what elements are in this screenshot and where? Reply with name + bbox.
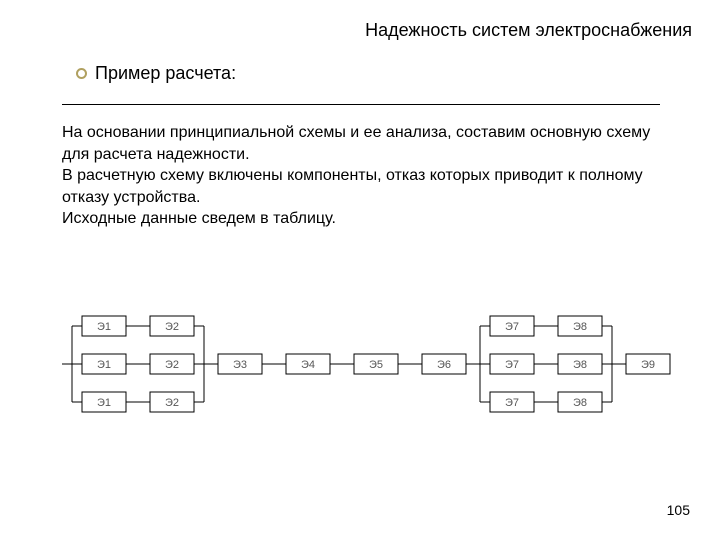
block-label-n28: Э8	[573, 397, 587, 409]
block-label-n14: Э4	[301, 359, 315, 371]
block-label-n01: Э1	[97, 321, 111, 333]
page-number: 105	[667, 502, 690, 518]
block-label-n22: Э2	[165, 397, 179, 409]
block-label-n27: Э7	[505, 397, 519, 409]
block-label-n08: Э8	[573, 321, 587, 333]
block-label-n21: Э1	[97, 397, 111, 409]
subtitle-row: Пример расчета:	[76, 63, 236, 84]
divider	[62, 104, 660, 105]
paragraph-1: На основании принципиальной схемы и ее а…	[62, 122, 662, 165]
body-text: На основании принципиальной схемы и ее а…	[62, 122, 662, 230]
page-title: Надежность систем электроснабжения	[365, 20, 692, 41]
block-label-n17: Э7	[505, 359, 519, 371]
block-label-n11: Э1	[97, 359, 111, 371]
reliability-diagram: Э1 Э2 Э7 Э8 Э1 Э2 Э3 Э4 Э5 Э6 Э7 Э8 Э9 Э1 Э2 Э7 Э8	[62, 310, 692, 420]
block-label-n13: Э3	[233, 359, 247, 371]
block-label-n15: Э5	[369, 359, 383, 371]
bullet-icon	[76, 68, 87, 79]
block-label-n02: Э2	[165, 321, 179, 333]
block-label-n18: Э8	[573, 359, 587, 371]
paragraph-2: В расчетную схему включены компоненты, о…	[62, 165, 662, 208]
diagram-svg: Э1 Э2 Э7 Э8 Э1 Э2 Э3 Э4 Э5 Э6 Э7 Э8 Э9 Э1 Э2 Э7 Э8	[62, 310, 692, 420]
paragraph-3: Исходные данные сведем в таблицу.	[62, 208, 662, 230]
subtitle-text: Пример расчета:	[95, 63, 236, 84]
block-label-n12: Э2	[165, 359, 179, 371]
block-label-n16: Э6	[437, 359, 451, 371]
block-label-n19: Э9	[641, 359, 655, 371]
block-label-n07: Э7	[505, 321, 519, 333]
